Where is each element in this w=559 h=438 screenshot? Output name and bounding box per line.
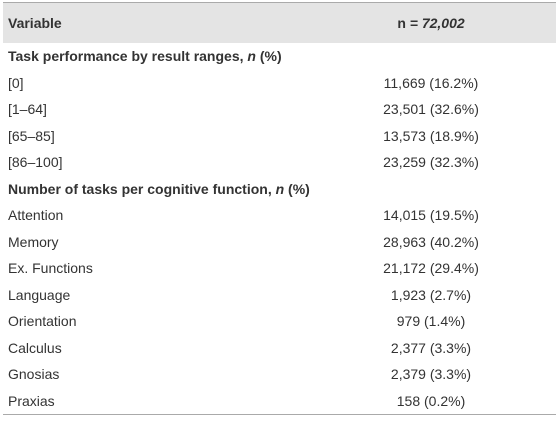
table-row: Attention 14,015 (19.5%): [3, 202, 556, 229]
section-row: Task performance by result ranges, n (%): [3, 43, 556, 70]
table-cell: 1,923 (2.7%): [390, 286, 472, 303]
table-cell: 13,573 (18.9%): [383, 127, 479, 144]
section-title: Task performance by result ranges, n (%): [3, 43, 556, 70]
table-cell: [0]: [8, 74, 24, 91]
table-row: Calculus 2,377 (3.3%): [3, 335, 556, 362]
table-row: Language 1,923 (2.7%): [3, 282, 556, 309]
text-run: Number of tasks per cognitive function,: [8, 180, 276, 197]
table-cell: Praxias: [8, 392, 55, 409]
table-row: Orientation 979 (1.4%): [3, 308, 556, 335]
table-cell: Gnosias: [8, 366, 60, 383]
table-cell: Orientation: [8, 313, 77, 330]
table-cell: [65–85]: [8, 127, 55, 144]
table-cell: 11,669 (16.2%): [383, 74, 479, 91]
table-cell: 158 (0.2%): [396, 392, 466, 409]
table-cell: 21,172 (29.4%): [383, 260, 479, 277]
text-run: n: [247, 48, 256, 65]
table-row: [86–100] 23,259 (32.3%): [3, 149, 556, 176]
table-cell: [1–64]: [8, 101, 47, 118]
header-cell: Variable: [3, 2, 306, 43]
table-cell: 23,259 (32.3%): [383, 154, 479, 171]
table-cell: Calculus: [8, 339, 62, 356]
text-run: (%): [284, 180, 310, 197]
table-cell: [86–100]: [8, 154, 63, 171]
table-cell: 979 (1.4%): [396, 313, 466, 330]
text-run: n: [397, 15, 406, 31]
text-run: n: [275, 180, 285, 197]
table-cell: 2,377 (3.3%): [390, 339, 472, 356]
table-row: Memory 28,963 (40.2%): [3, 229, 556, 256]
text-run: Task performance by result ranges,: [8, 48, 248, 65]
text-run: = 72,002: [405, 15, 465, 31]
table-row: Gnosias 2,379 (3.3%): [3, 361, 556, 388]
table-row: Ex. Functions 21,172 (29.4%): [3, 255, 556, 282]
header-cell: n = 72,002: [306, 2, 556, 43]
table-cell: 2,379 (3.3%): [390, 366, 472, 383]
table-cell: 14,015 (19.5%): [383, 207, 479, 224]
table-row: [0] 11,669 (16.2%): [3, 70, 556, 97]
table-row: [65–85] 13,573 (18.9%): [3, 123, 556, 150]
table-row: Praxias 158 (0.2%): [3, 388, 556, 415]
table-cell: Language: [8, 286, 71, 303]
section-row: Number of tasks per cognitive function, …: [3, 176, 556, 203]
table-cell: 23,501 (32.6%): [383, 101, 479, 118]
table-cell: 28,963 (40.2%): [383, 233, 479, 250]
table-row: [1–64] 23,501 (32.6%): [3, 96, 556, 123]
section-title: Number of tasks per cognitive function, …: [3, 176, 556, 203]
header-row: Variable n = 72,002: [3, 2, 556, 43]
table-cell: Memory: [8, 233, 59, 250]
text-run: (%): [255, 48, 282, 65]
table-cell: Attention: [8, 207, 64, 224]
table-cell: Ex. Functions: [8, 260, 93, 277]
data-table: Variable n = 72,002 Task performance by re…: [3, 2, 556, 415]
